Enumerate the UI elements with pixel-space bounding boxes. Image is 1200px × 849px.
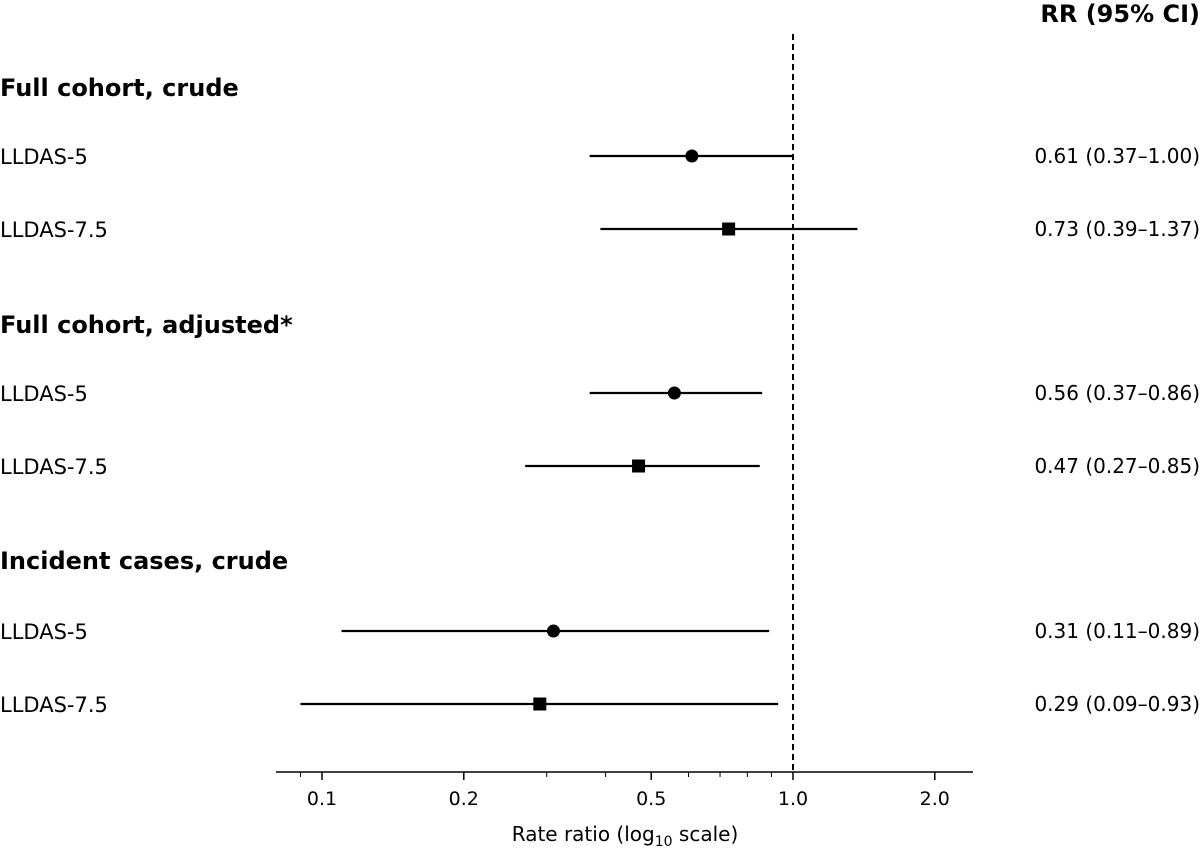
rr-value: 0.73 (0.39–1.37) <box>1034 217 1200 241</box>
group-title: Full cohort, adjusted* <box>0 311 293 339</box>
row-label: LLDAS-7.5 <box>0 218 108 242</box>
x-tick-label: 0.5 <box>636 788 666 810</box>
point-estimate-circle <box>685 149 699 163</box>
x-axis-title-subscript: 10 <box>655 834 673 849</box>
x-tick-label: 0.2 <box>449 788 479 810</box>
row-label: LLDAS-7.5 <box>0 455 108 479</box>
x-axis-ticks: 0.1 0.2 0.5 1.0 2.0 <box>299 772 950 810</box>
point-estimate-circle <box>667 386 681 400</box>
rr-value: 0.29 (0.09–0.93) <box>1034 692 1200 716</box>
row-label: LLDAS-5 <box>0 145 88 169</box>
plot-rows: Full cohort, crude LLDAS-5 0.61 (0.37–1.00… <box>0 74 1200 717</box>
row-label: LLDAS-5 <box>0 620 88 644</box>
row-label: LLDAS-5 <box>0 382 88 406</box>
rr-column-header: RR (95% CI) <box>1040 0 1200 28</box>
rr-value: 0.47 (0.27–0.85) <box>1034 454 1200 478</box>
rr-value: 0.61 (0.37–1.00) <box>1034 144 1200 168</box>
rr-value: 0.56 (0.37–0.86) <box>1034 381 1200 405</box>
point-estimate-circle <box>546 624 560 638</box>
point-estimate-square <box>722 222 736 236</box>
group-title: Incident cases, crude <box>0 547 288 575</box>
rr-value: 0.31 (0.11–0.89) <box>1034 619 1200 643</box>
group-title: Full cohort, crude <box>0 74 239 102</box>
x-tick-label: 2.0 <box>920 788 950 810</box>
row-label: LLDAS-7.5 <box>0 693 108 717</box>
x-axis-title-end: scale) <box>673 822 739 846</box>
x-tick-label: 0.1 <box>307 788 337 810</box>
point-estimate-square <box>533 697 547 711</box>
x-tick-label: 1.0 <box>778 788 808 810</box>
point-estimate-square <box>632 459 646 473</box>
x-axis-title-main: Rate ratio (log <box>512 822 655 846</box>
x-axis-title: Rate ratio (log10 scale) <box>512 822 739 849</box>
